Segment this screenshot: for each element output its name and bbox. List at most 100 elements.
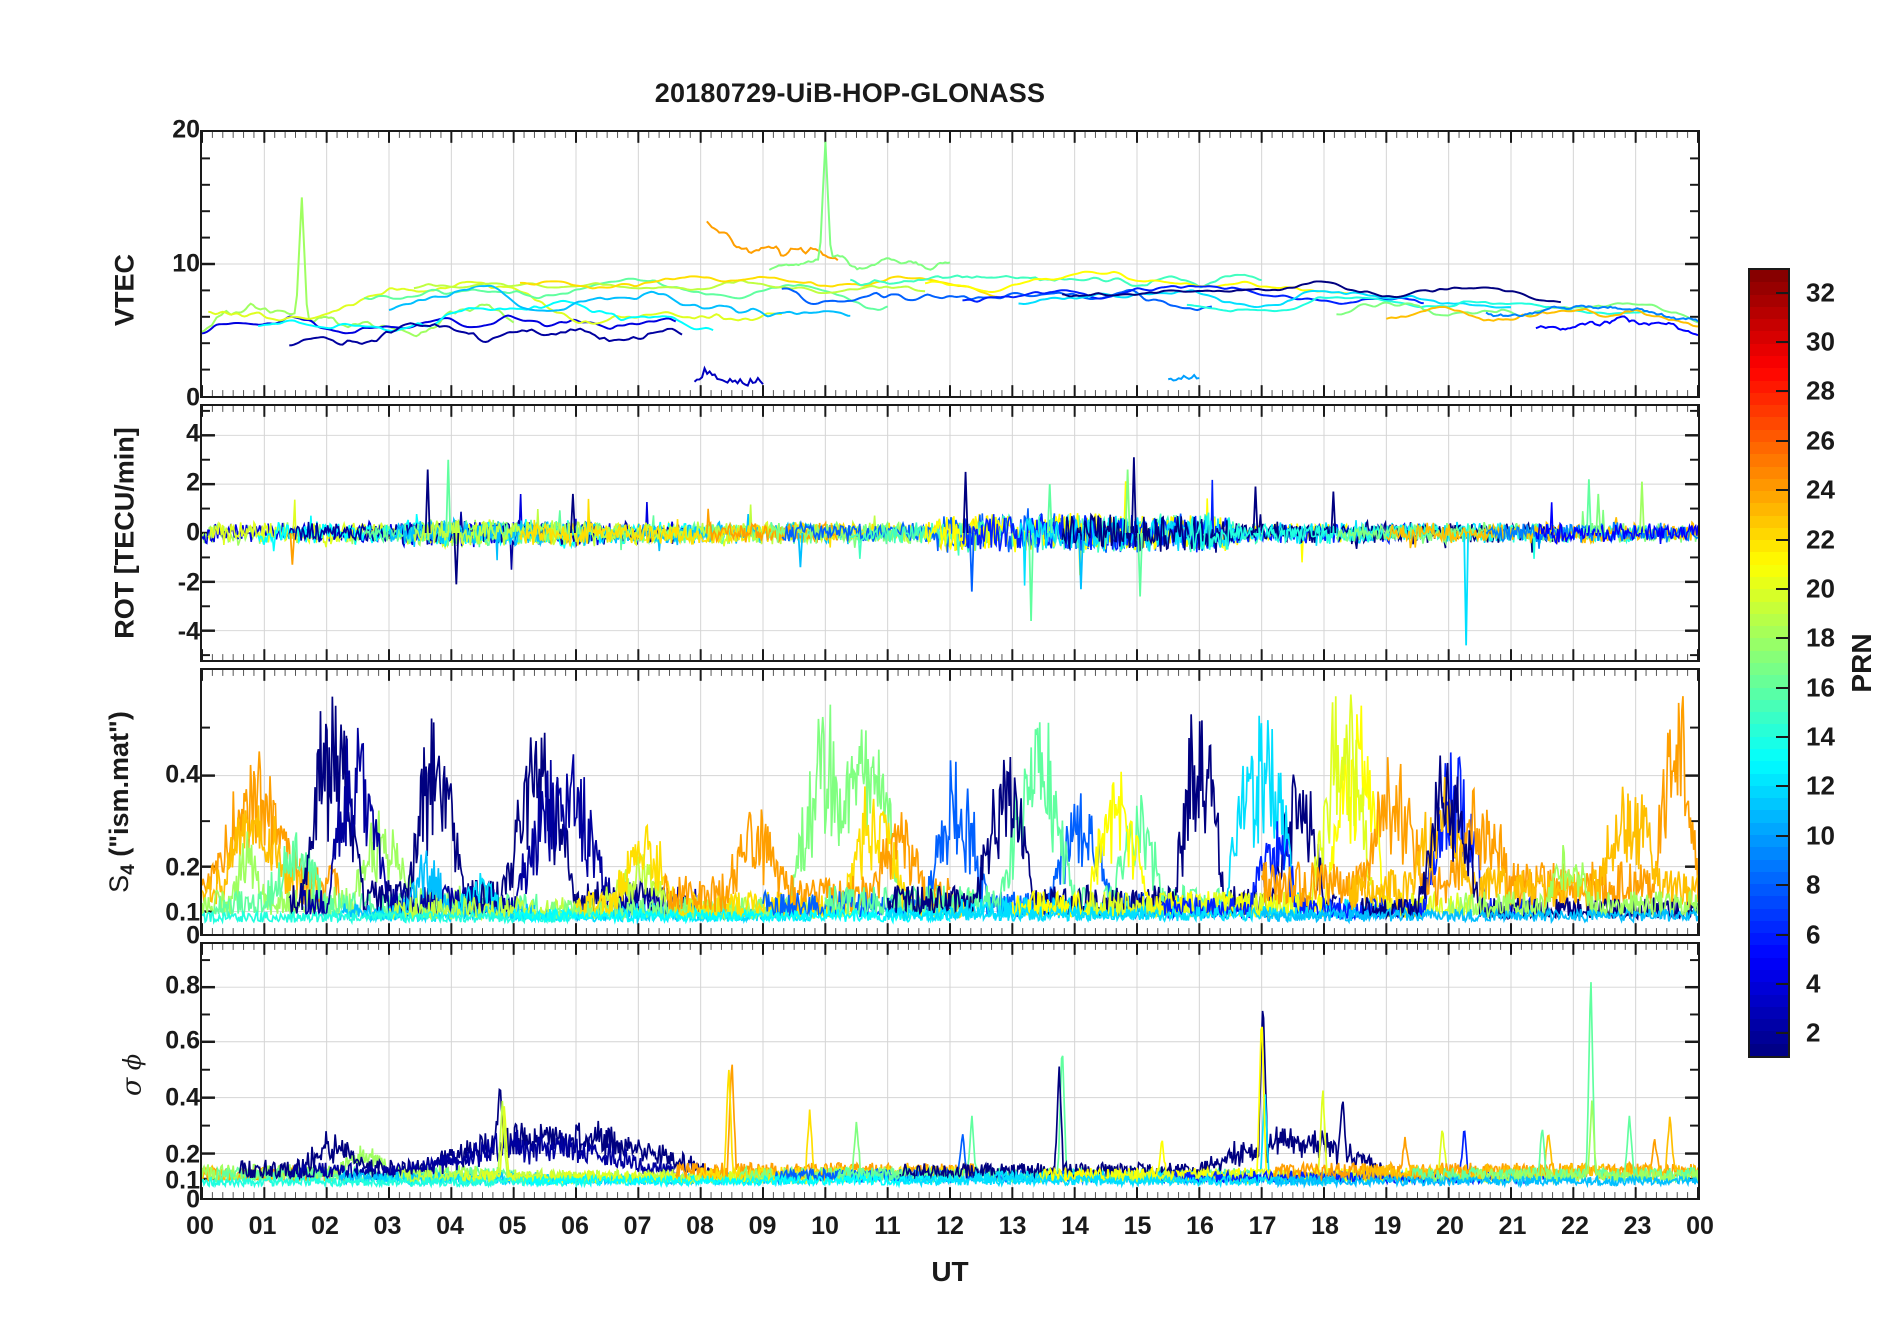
s4-track [1260, 906, 1698, 925]
rot-spike [797, 532, 804, 568]
colorbar-tick-label: 6 [1806, 919, 1821, 950]
vtec-track [413, 279, 926, 295]
sigma-phi-series [202, 982, 1698, 1189]
s4-track [1260, 696, 1698, 908]
colorbar-segment [1750, 270, 1788, 283]
colorbar-segment [1750, 663, 1788, 676]
colorbar-tick-label: 2 [1806, 1017, 1821, 1048]
colorbar-segment [1750, 392, 1788, 406]
rot-spike [1639, 481, 1645, 534]
colorbar-segment [1750, 945, 1788, 958]
x-tick-label: 22 [1561, 1212, 1589, 1240]
y-tick-label: 10 [172, 249, 200, 278]
colorbar-segment [1750, 478, 1788, 492]
colorbar-segment [1750, 552, 1788, 565]
colorbar-tick-label: 20 [1806, 573, 1835, 604]
tick-layer [202, 944, 1698, 1198]
colorbar-segment [1750, 982, 1788, 995]
colorbar-segment [1750, 712, 1788, 725]
colorbar-tick-label: 18 [1806, 622, 1835, 653]
figure-title: 20180729-UiB-HOP-GLONASS [654, 78, 1046, 108]
x-tick-label: 00 [186, 1212, 214, 1240]
sigma-phi-track [836, 1055, 1250, 1185]
colorbar-tick-label: 12 [1806, 770, 1835, 801]
colorbar-segment [1750, 429, 1788, 442]
colorbar-segment [1750, 380, 1788, 393]
sigma-phi-track [1472, 1100, 1698, 1186]
grid-layer [202, 944, 1698, 1198]
panel-s4 [200, 668, 1700, 936]
colorbar-segment [1750, 994, 1788, 1007]
x-tick-label: 13 [998, 1212, 1027, 1240]
colorbar-segment [1750, 687, 1788, 700]
colorbar-segment [1750, 957, 1788, 971]
s4-track [512, 906, 951, 925]
x-tick-label: 11 [874, 1212, 901, 1240]
x-tick-label: 08 [686, 1212, 714, 1240]
colorbar-segment [1750, 859, 1788, 872]
rot-spike [1046, 484, 1053, 534]
s4-track [886, 905, 1325, 924]
y-tick-label: 4 [186, 419, 200, 448]
vtec-plot-area [202, 132, 1698, 396]
y-tick-label: 0.4 [165, 760, 200, 789]
colorbar-segment [1750, 306, 1788, 320]
rot-axis-label: ROT [TECU/min] [109, 427, 140, 639]
vtec-track [519, 275, 1000, 299]
colorbar-segment [1750, 785, 1788, 799]
colorbar-segment [1750, 699, 1788, 713]
colorbar-tick-label: 8 [1806, 869, 1821, 900]
sigma-phi-track [238, 1088, 714, 1180]
colorbar-segment [1750, 331, 1788, 344]
colorbar-tick-label: 22 [1806, 524, 1835, 555]
colorbar-segment [1750, 970, 1788, 983]
tick-layer [202, 670, 1698, 934]
y-tick-label: -4 [177, 617, 200, 646]
x-tick-label: 18 [1311, 1212, 1339, 1240]
sigma-phi-track [202, 1174, 590, 1189]
sigma-phi-track [899, 1172, 1338, 1189]
y-tick-label: -2 [177, 568, 200, 597]
y-tick-label: 20 [172, 115, 200, 144]
rot-spike [1124, 469, 1131, 534]
vtec-track [1167, 373, 1200, 382]
rot-spike [289, 532, 296, 565]
colorbar-segment [1750, 798, 1788, 811]
colorbar-tick-label: 14 [1806, 721, 1835, 752]
x-tick-label: 19 [1373, 1212, 1402, 1240]
y-tick-label: 0.8 [165, 971, 200, 1000]
s4-track [202, 908, 577, 926]
sigma-phi-track [525, 1173, 964, 1189]
sigma-phi-track [899, 1010, 1388, 1183]
vtec-track [258, 299, 714, 333]
rot-plot-area [202, 406, 1698, 660]
y-tick-label: 0 [186, 1185, 200, 1214]
s4-track [300, 727, 702, 919]
s4-series [202, 694, 1698, 926]
colorbar-segment [1750, 1006, 1788, 1020]
tick-layer [202, 406, 1698, 660]
sigma-phi-axis-label: σ ϕ [116, 1053, 148, 1097]
colorbar-segment [1750, 933, 1788, 946]
vtec-track [962, 284, 1424, 305]
colorbar-label: PRN [1846, 633, 1877, 693]
colorbar-segment [1750, 503, 1788, 516]
rot-spike [570, 493, 576, 534]
colorbar-tick-label: 28 [1806, 375, 1835, 406]
y-tick-label: 0 [186, 921, 200, 950]
rot-spike [1586, 479, 1592, 534]
x-tick-label: 09 [748, 1212, 777, 1240]
rot-spike [1131, 457, 1137, 534]
colorbar-segment [1750, 417, 1788, 430]
vtec-series [202, 141, 1698, 387]
x-tick-label: 00 [1686, 1212, 1714, 1240]
vtec-track [388, 284, 851, 318]
rot-spike [1137, 532, 1143, 597]
grid-layer [202, 132, 1698, 396]
rot-spike [968, 532, 975, 592]
rot-spike [1252, 486, 1259, 534]
panel-rot [200, 404, 1700, 662]
rot-track [1535, 502, 1698, 545]
vtec-track [363, 277, 889, 311]
x-tick-label: 06 [561, 1212, 589, 1240]
